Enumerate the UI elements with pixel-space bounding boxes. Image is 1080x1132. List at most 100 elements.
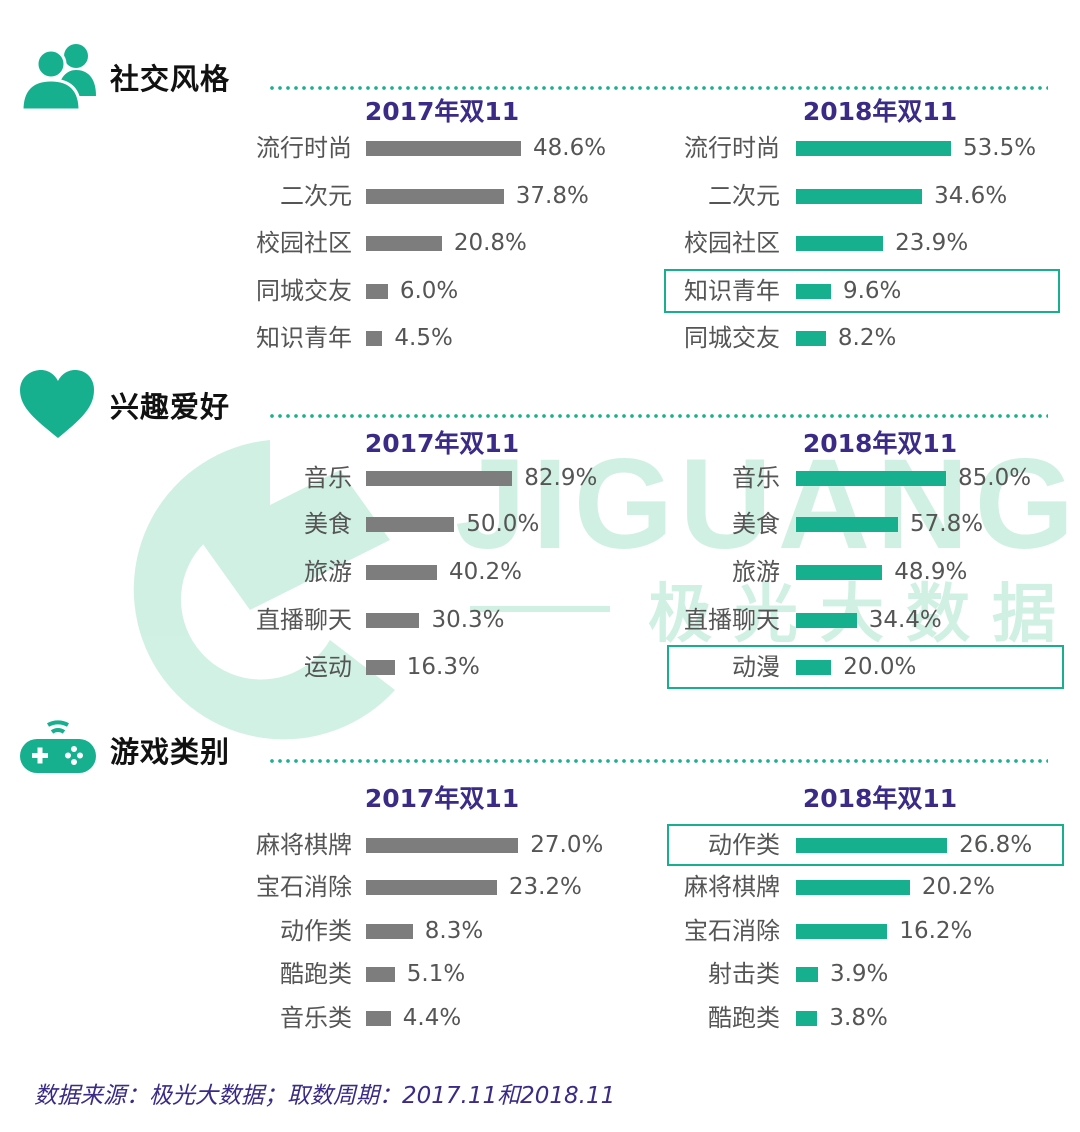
data-label: 34.4% bbox=[868, 607, 942, 633]
bar bbox=[796, 331, 826, 346]
category-label: 流行时尚 bbox=[256, 134, 352, 162]
category-label: 射击类 bbox=[708, 960, 780, 988]
category-label: 酷跑类 bbox=[708, 1004, 780, 1032]
bar bbox=[366, 189, 504, 204]
bar bbox=[796, 141, 951, 156]
data-label: 30.3% bbox=[431, 607, 505, 633]
source-note: 数据来源：极光大数据；取数周期：2017.11和2018.11 bbox=[34, 1083, 616, 1109]
data-label: 50.0% bbox=[466, 511, 540, 537]
bar bbox=[366, 838, 519, 853]
category-label: 知识青年 bbox=[684, 277, 780, 305]
bar bbox=[796, 880, 910, 895]
section-header: 兴趣爱好 bbox=[18, 370, 1048, 440]
data-label: 40.2% bbox=[448, 559, 523, 585]
category-label: 动作类 bbox=[708, 831, 780, 859]
bar bbox=[366, 236, 442, 251]
data-label: 5.1% bbox=[406, 961, 466, 987]
bar bbox=[796, 924, 888, 939]
bar bbox=[366, 565, 437, 580]
data-label: 8.3% bbox=[424, 918, 484, 944]
data-label: 34.6% bbox=[934, 183, 1008, 209]
category-label: 旅游 bbox=[304, 558, 352, 586]
data-label: 20.8% bbox=[453, 230, 527, 256]
bar bbox=[796, 471, 946, 486]
bar bbox=[366, 1011, 391, 1026]
category-label: 动作类 bbox=[280, 917, 352, 945]
category-label: 校园社区 bbox=[684, 229, 780, 257]
data-label: 3.9% bbox=[829, 961, 889, 987]
data-label: 23.9% bbox=[895, 230, 969, 256]
bar bbox=[796, 189, 923, 204]
section-divider bbox=[268, 86, 1048, 90]
highlight-box bbox=[667, 824, 1064, 866]
highlight-box bbox=[667, 645, 1064, 689]
category-label: 校园社区 bbox=[256, 229, 352, 257]
category-label: 音乐 bbox=[732, 464, 780, 492]
category-label: 知识青年 bbox=[256, 324, 352, 352]
panel-title: 2017年双11 bbox=[364, 97, 520, 126]
bar bbox=[366, 141, 521, 156]
bar bbox=[366, 660, 395, 675]
bar bbox=[796, 660, 832, 675]
category-label: 音乐 bbox=[304, 464, 352, 492]
data-label: 37.8% bbox=[515, 183, 589, 209]
data-label: 57.8% bbox=[910, 511, 984, 537]
category-label: 直播聊天 bbox=[256, 606, 352, 634]
section-divider bbox=[268, 414, 1048, 418]
data-label: 4.4% bbox=[402, 1005, 462, 1031]
data-label: 4.5% bbox=[394, 325, 453, 351]
bar bbox=[366, 471, 513, 486]
data-label: 20.2% bbox=[921, 874, 995, 900]
data-label: 23.2% bbox=[508, 874, 582, 900]
bar bbox=[366, 924, 413, 939]
gamepad-icon bbox=[18, 715, 98, 785]
data-label: 27.0% bbox=[530, 832, 604, 858]
category-label: 同城交友 bbox=[684, 324, 780, 352]
data-label: 16.2% bbox=[899, 918, 973, 944]
category-label: 流行时尚 bbox=[684, 134, 780, 162]
category-label: 宝石消除 bbox=[684, 917, 780, 945]
category-label: 麻将棋牌 bbox=[684, 873, 780, 901]
bar bbox=[366, 613, 420, 628]
data-label: 3.8% bbox=[829, 1005, 888, 1031]
section-title: 社交风格 bbox=[110, 62, 231, 96]
highlight-box bbox=[664, 269, 1060, 313]
data-label: 9.6% bbox=[842, 278, 902, 304]
bar bbox=[796, 236, 884, 251]
category-label: 动漫 bbox=[732, 653, 780, 681]
category-label: 宝石消除 bbox=[256, 873, 352, 901]
data-label: 82.9% bbox=[524, 465, 598, 491]
users-icon bbox=[18, 42, 98, 112]
panel-title: 2017年双11 bbox=[364, 784, 520, 813]
category-label: 音乐类 bbox=[280, 1004, 352, 1032]
bar bbox=[796, 967, 818, 982]
data-label: 16.3% bbox=[406, 654, 480, 680]
section-title: 兴趣爱好 bbox=[110, 390, 231, 424]
bar bbox=[796, 517, 898, 532]
category-label: 二次元 bbox=[280, 182, 352, 210]
data-label: 6.0% bbox=[399, 278, 459, 304]
category-label: 同城交友 bbox=[256, 277, 352, 305]
panel-title: 2018年双11 bbox=[802, 429, 958, 458]
data-label: 85.0% bbox=[958, 465, 1032, 491]
panel-title: 2018年双11 bbox=[802, 784, 958, 813]
category-label: 运动 bbox=[304, 653, 352, 681]
category-label: 旅游 bbox=[732, 558, 780, 586]
data-label: 8.2% bbox=[837, 325, 897, 351]
data-label: 20.0% bbox=[843, 654, 917, 680]
section-header: 社交风格 bbox=[18, 42, 1048, 112]
section-title: 游戏类别 bbox=[110, 735, 231, 769]
category-label: 美食 bbox=[732, 510, 780, 538]
data-label: 48.6% bbox=[533, 135, 607, 161]
bar bbox=[366, 284, 388, 299]
data-label: 53.5% bbox=[963, 135, 1037, 161]
bar bbox=[796, 1011, 818, 1026]
category-label: 酷跑类 bbox=[280, 960, 352, 988]
bar bbox=[796, 838, 948, 853]
panel-title: 2018年双11 bbox=[802, 97, 958, 126]
category-label: 直播聊天 bbox=[684, 606, 780, 634]
bar bbox=[796, 613, 857, 628]
bar bbox=[796, 565, 883, 580]
category-label: 二次元 bbox=[708, 182, 780, 210]
section-divider bbox=[268, 759, 1048, 763]
